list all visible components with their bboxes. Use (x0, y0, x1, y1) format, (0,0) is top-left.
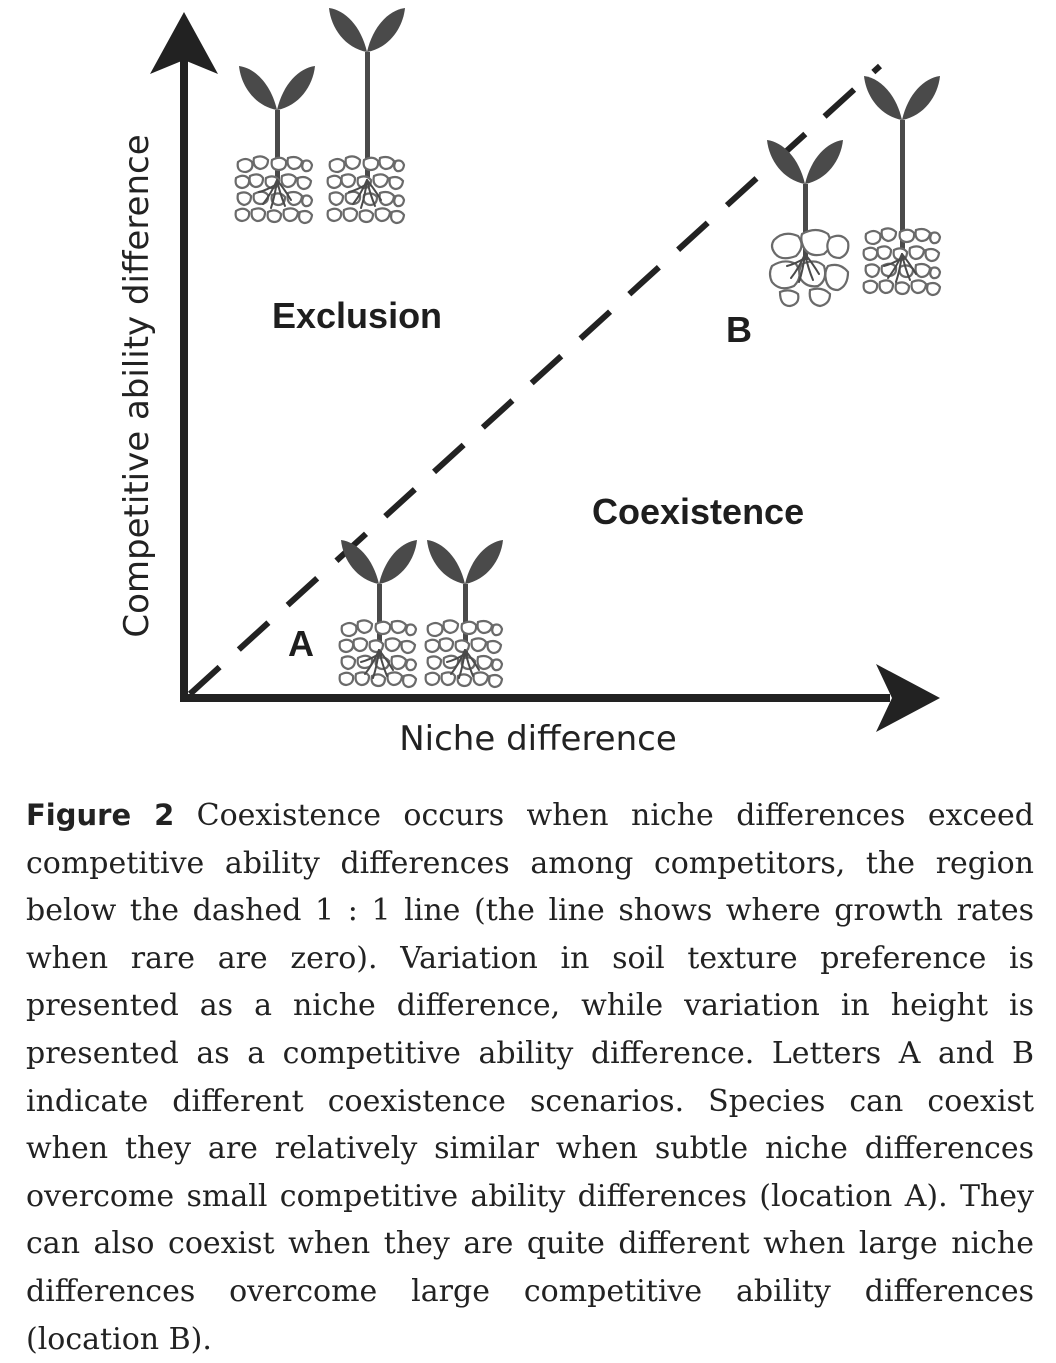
x-axis-arrow-icon (876, 664, 940, 732)
plant-icon (326, 8, 406, 225)
plant-icon (234, 66, 315, 225)
coexistence-region-label: Coexistence (592, 491, 804, 532)
figure-caption-text: Coexistence occurs when niche difference… (26, 798, 1035, 1357)
exclusion-region-label: Exclusion (272, 295, 442, 336)
plant-icon (862, 76, 942, 297)
figure-caption: Figure 2 Coexistence occurs when niche d… (26, 792, 1034, 1363)
plant-icon (338, 540, 418, 689)
point-b-label: B (726, 309, 752, 350)
plant-icon (424, 540, 504, 689)
coexistence-diagram: Exclusion Coexistence A B Competitive ab… (117, 8, 942, 759)
plant-icon (767, 140, 850, 308)
x-axis-label: Niche difference (399, 719, 677, 759)
figure-caption-label: Figure 2 (26, 798, 175, 832)
point-a-label: A (288, 623, 314, 664)
y-axis-label: Competitive ability difference (117, 134, 157, 637)
one-to-one-dashed-line (187, 63, 883, 697)
y-axis-arrow-icon (150, 12, 218, 74)
